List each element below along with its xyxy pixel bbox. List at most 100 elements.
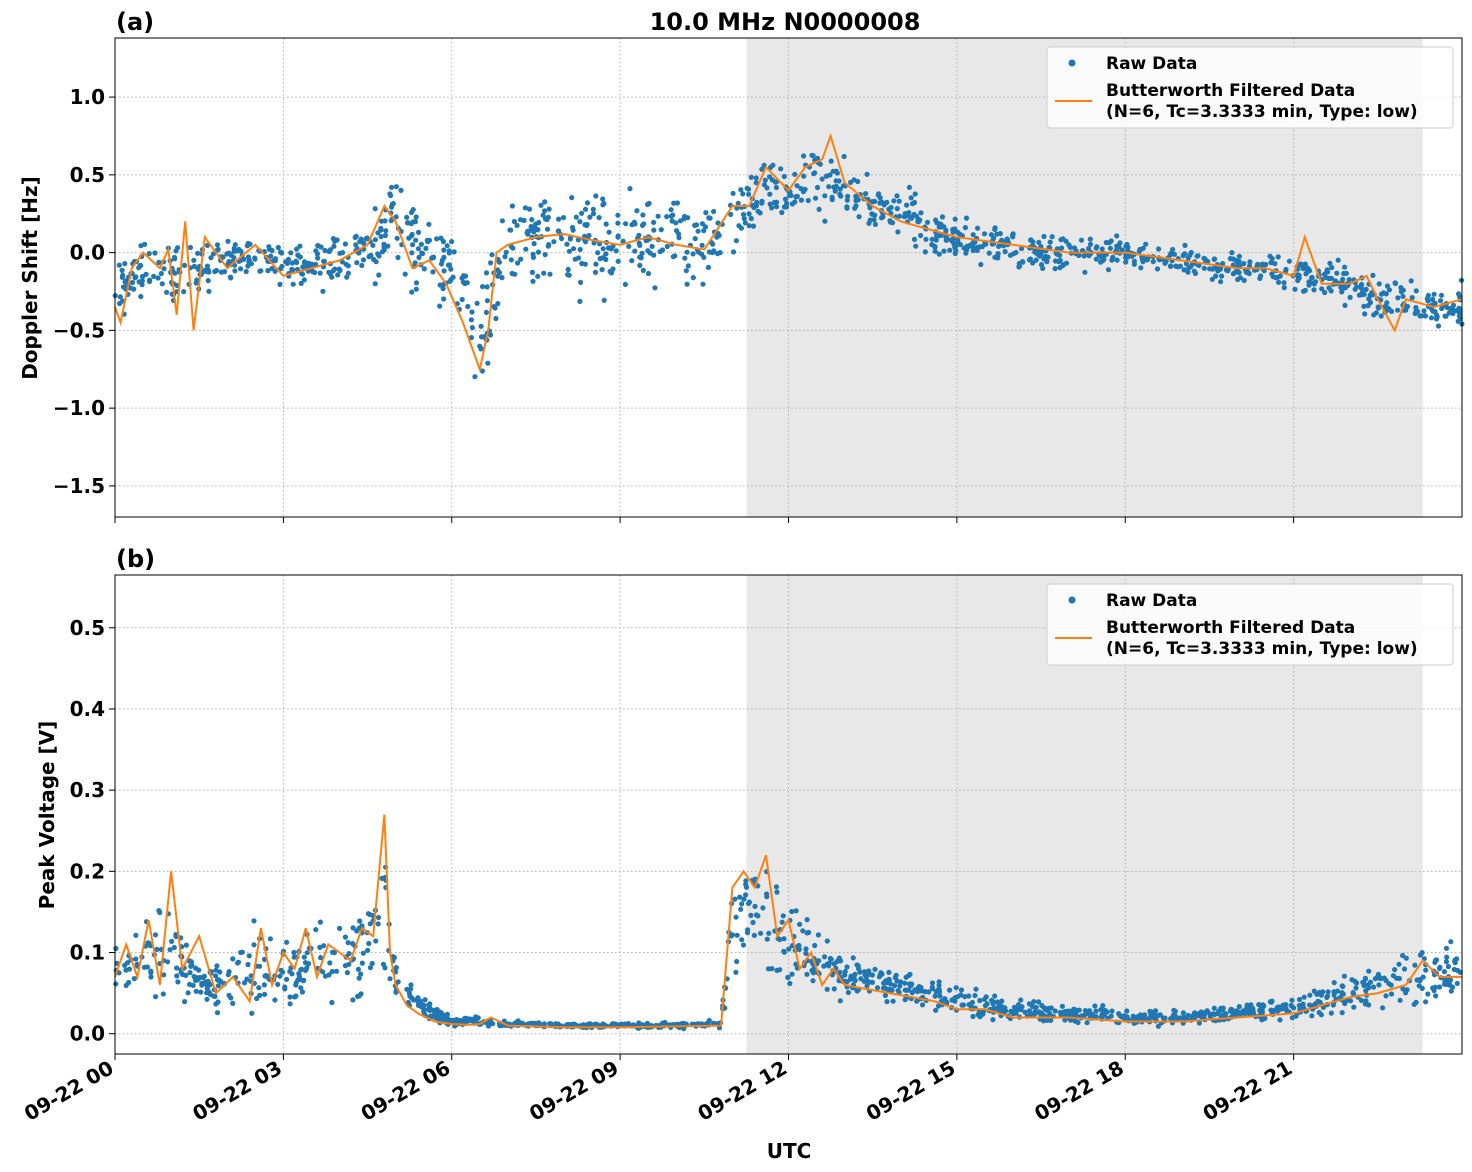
raw-data-point — [190, 982, 196, 989]
raw-data-point — [187, 970, 193, 976]
raw-data-point — [172, 270, 178, 276]
raw-data-point — [664, 214, 670, 220]
raw-data-point — [195, 266, 201, 272]
raw-data-point — [1371, 984, 1377, 990]
raw-data-point — [202, 980, 209, 987]
raw-data-point — [952, 216, 958, 222]
raw-data-point — [1300, 288, 1307, 294]
raw-data-point — [358, 991, 364, 997]
x-tick-label: 09-22 15 — [862, 1056, 960, 1126]
y-axis-label: Peak Voltage [V] — [35, 721, 59, 910]
raw-data-point — [566, 272, 572, 278]
raw-data-point — [243, 268, 249, 275]
raw-data-point — [204, 268, 210, 275]
raw-data-point — [350, 997, 356, 1003]
raw-data-point — [941, 248, 947, 254]
raw-data-point — [792, 171, 798, 177]
raw-data-point — [395, 979, 401, 985]
raw-data-point — [346, 951, 352, 957]
raw-data-point — [789, 971, 795, 977]
raw-data-point — [1342, 264, 1348, 270]
raw-data-point — [636, 232, 642, 238]
raw-data-point — [882, 985, 888, 991]
raw-data-point — [1281, 280, 1287, 286]
raw-data-point — [342, 934, 348, 940]
raw-data-point — [779, 919, 785, 925]
raw-data-point — [329, 949, 335, 955]
raw-data-point — [269, 247, 275, 254]
raw-data-point — [973, 986, 979, 992]
raw-data-point — [1395, 307, 1401, 313]
raw-data-point — [1066, 242, 1072, 248]
raw-data-point — [1295, 272, 1301, 278]
raw-data-point — [174, 973, 180, 979]
raw-data-point — [181, 262, 188, 268]
raw-data-point — [958, 987, 965, 993]
raw-data-point — [1276, 1004, 1282, 1010]
raw-data-point — [368, 252, 374, 258]
raw-data-point — [1141, 1016, 1147, 1022]
raw-data-point — [1362, 311, 1368, 317]
x-tick-label: 09-22 18 — [1030, 1056, 1128, 1126]
raw-data-point — [1181, 1014, 1187, 1020]
raw-data-point — [422, 997, 428, 1003]
raw-data-point — [1280, 1005, 1286, 1011]
raw-data-point — [615, 258, 621, 264]
raw-data-point — [301, 277, 307, 283]
raw-data-point — [1124, 1008, 1130, 1014]
raw-data-point — [1430, 308, 1436, 314]
raw-data-point — [430, 269, 436, 275]
raw-data-point — [919, 1002, 926, 1008]
raw-data-point — [1007, 252, 1014, 258]
raw-data-point — [682, 255, 688, 261]
raw-data-point — [389, 184, 395, 190]
raw-data-point — [303, 966, 309, 972]
raw-data-point — [572, 256, 578, 262]
raw-data-point — [1047, 239, 1053, 245]
raw-data-point — [1302, 261, 1308, 267]
raw-data-point — [659, 247, 666, 253]
raw-data-point — [796, 946, 802, 953]
raw-data-point — [155, 275, 161, 281]
raw-data-point — [1223, 267, 1230, 273]
raw-data-point — [143, 271, 149, 277]
raw-data-point — [908, 195, 914, 201]
raw-data-point — [1445, 963, 1451, 970]
raw-data-point — [1380, 1005, 1386, 1011]
raw-data-point — [257, 268, 263, 274]
raw-data-point — [541, 208, 548, 214]
raw-data-point — [265, 268, 271, 274]
raw-data-point — [173, 248, 179, 254]
raw-data-point — [1086, 253, 1092, 259]
raw-data-point — [1350, 990, 1356, 996]
raw-data-point — [356, 925, 362, 931]
raw-data-point — [361, 240, 367, 246]
raw-data-point — [827, 172, 833, 178]
raw-data-point — [1448, 988, 1454, 994]
raw-data-point — [198, 989, 204, 995]
raw-data-point — [929, 980, 936, 986]
raw-data-point — [964, 243, 970, 249]
raw-data-point — [743, 892, 749, 898]
raw-data-point — [393, 184, 399, 190]
raw-data-point — [876, 974, 883, 980]
raw-data-point — [1335, 257, 1341, 263]
raw-data-point — [1396, 975, 1402, 982]
raw-data-point — [1044, 1017, 1050, 1023]
raw-data-point — [1376, 982, 1382, 988]
raw-data-point — [645, 248, 651, 254]
raw-data-point — [356, 975, 362, 981]
raw-data-point — [742, 220, 748, 226]
raw-data-point — [457, 1017, 463, 1024]
raw-data-point — [1066, 1010, 1072, 1017]
raw-data-point — [1081, 253, 1087, 259]
raw-data-point — [1309, 1013, 1315, 1019]
raw-data-point — [796, 942, 802, 949]
raw-data-point — [1041, 233, 1047, 240]
raw-data-point — [191, 257, 197, 263]
raw-data-point — [1301, 994, 1307, 1000]
raw-data-point — [626, 243, 632, 249]
raw-data-point — [829, 197, 835, 203]
raw-data-point — [669, 218, 675, 224]
raw-data-point — [441, 296, 447, 302]
